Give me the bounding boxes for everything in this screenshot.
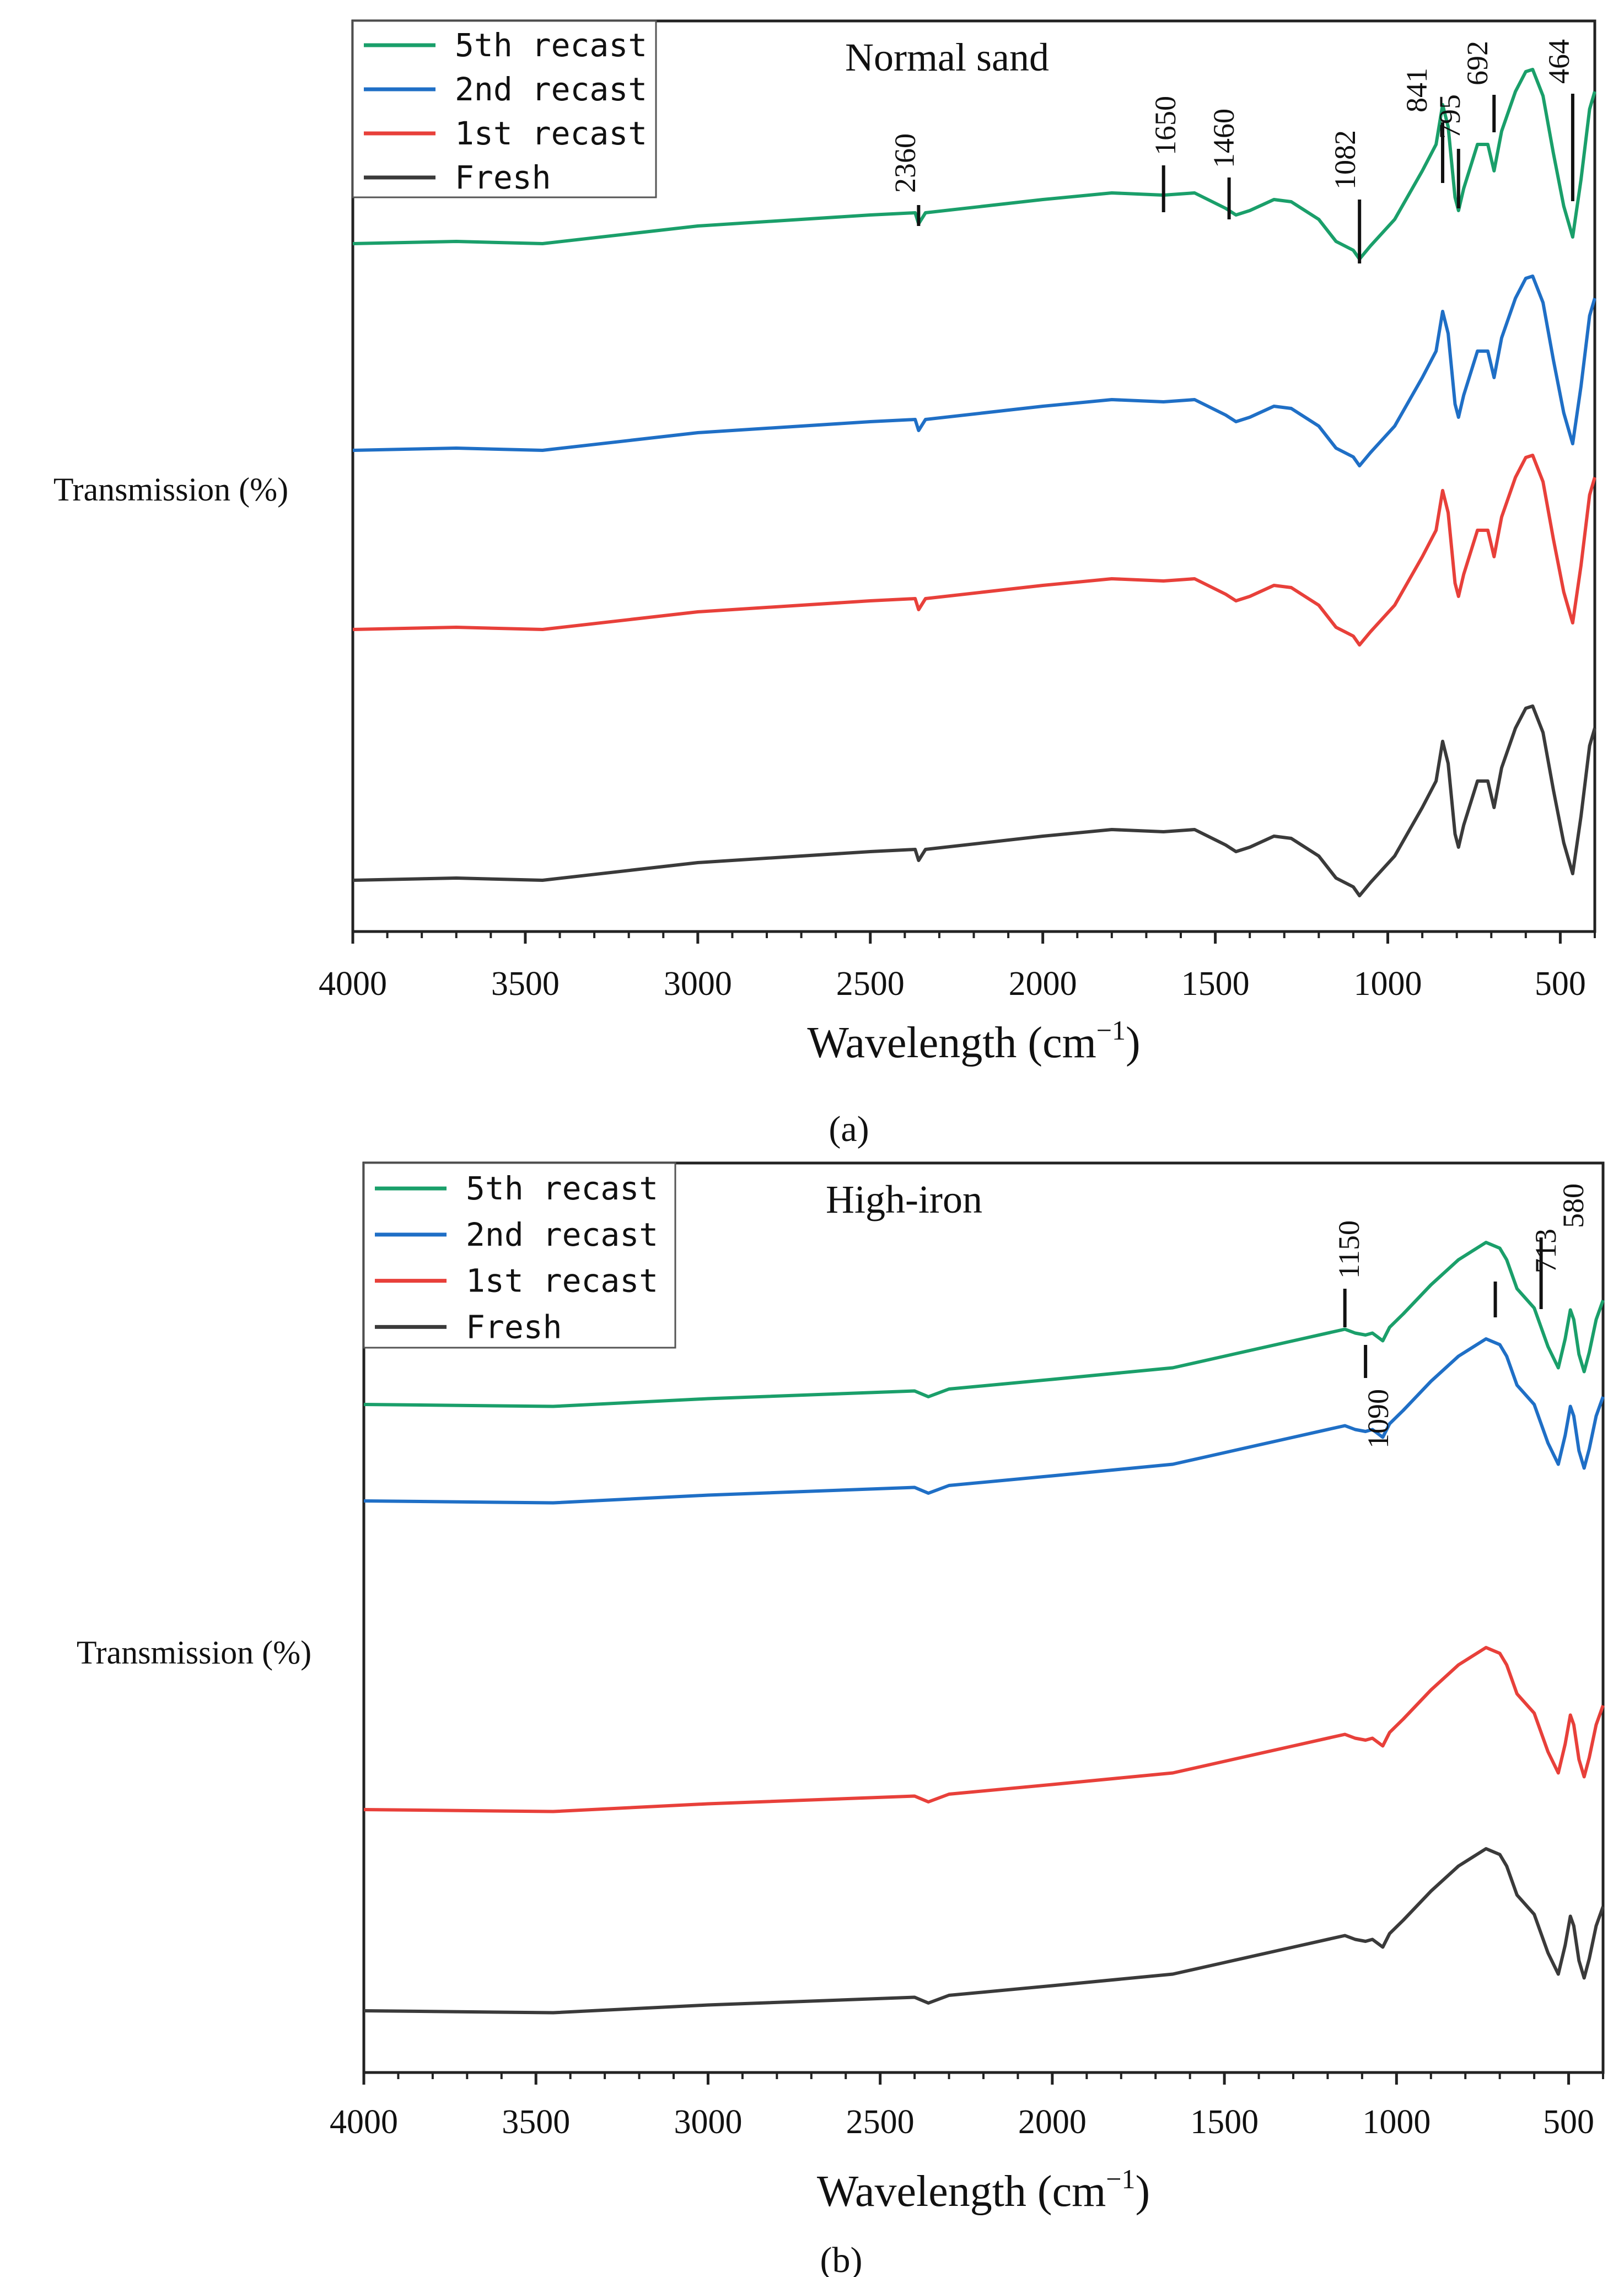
peak-label: 1082 <box>1329 130 1362 190</box>
legend-label: 2nd recast <box>455 71 647 108</box>
x-tick-label: 3000 <box>664 965 732 1003</box>
peak-label: 580 <box>1557 1183 1590 1228</box>
x-tick-label: 1500 <box>1190 2103 1259 2141</box>
legend: 5th recast 2nd recast 1st recast Fresh <box>352 20 657 198</box>
x-axis-label-close: ) <box>1136 2167 1150 2216</box>
legend-label: Fresh <box>466 1308 562 1345</box>
x-axis-label-close: ) <box>1126 1019 1141 1067</box>
peak-label: 1090 <box>1362 1389 1395 1449</box>
series-line-fresh <box>352 704 1596 897</box>
series-line-2nd-recast <box>352 274 1596 467</box>
x-tick-label: 2000 <box>1009 965 1077 1003</box>
chart-title: High-iron <box>826 1177 982 1221</box>
x-tick-label: 3500 <box>502 2103 570 2141</box>
x-tick-label: 2000 <box>1018 2103 1087 2141</box>
y-axis-label: Transmission (%) <box>77 1634 311 1671</box>
y-axis-label: Transmission (%) <box>53 471 288 508</box>
x-tick-label: 1000 <box>1354 965 1422 1003</box>
legend-label: 1st recast <box>455 115 647 152</box>
legend-box <box>363 1162 676 1349</box>
x-tick-label: 4000 <box>330 2103 398 2141</box>
x-axis-label-text: Wavelength (cm <box>807 1019 1096 1067</box>
peak-label: 713 <box>1529 1229 1562 1273</box>
x-tick-label: 500 <box>1543 2103 1594 2141</box>
x-tick-label: 1000 <box>1362 2103 1431 2141</box>
series-line-1st-recast <box>352 454 1596 647</box>
peak-label: 795 <box>1433 94 1466 139</box>
x-axis-label-text: Wavelength (cm <box>817 2167 1106 2216</box>
series-line-5th-recast <box>352 68 1596 261</box>
x-tick-label: 2500 <box>836 965 905 1003</box>
series-line-2nd-recast <box>363 1337 1605 1505</box>
chart-title: Normal sand <box>845 35 1049 79</box>
series-line-1st-recast <box>363 1646 1605 1813</box>
x-tick-label: 3000 <box>674 2103 742 2141</box>
series-line-fresh <box>363 1847 1605 2015</box>
legend-label: Fresh <box>455 159 551 196</box>
x-axis-label-sup: −1 <box>1096 1015 1126 1046</box>
x-axis-label: Wavelength (cm−1) <box>817 2163 1150 2216</box>
legend-box <box>352 20 657 198</box>
x-tick-label: 4000 <box>319 965 387 1003</box>
x-tick-label: 3500 <box>491 965 560 1003</box>
peak-label: 1150 <box>1332 1220 1365 1279</box>
peak-label: 692 <box>1461 41 1494 85</box>
x-tick-label: 1500 <box>1181 965 1250 1003</box>
x-tick-label: 500 <box>1535 965 1586 1003</box>
series-line-5th-recast <box>363 1241 1605 1408</box>
x-axis-label-sup: −1 <box>1106 2163 1135 2194</box>
legend-label: 5th recast <box>466 1170 658 1207</box>
peak-label: 2360 <box>889 133 922 193</box>
chart-panel-b: 4000 3500 3000 2500 2000 1500 1000 500 Wavelengt… <box>77 1161 1605 2277</box>
legend-label: 2nd recast <box>466 1216 658 1253</box>
peak-label: 1650 <box>1149 96 1182 155</box>
x-axis-label: Wavelength (cm−1) <box>807 1015 1140 1067</box>
panel-label: (a) <box>829 1109 869 1149</box>
peak-label: 464 <box>1542 39 1575 84</box>
peak-label: 1460 <box>1207 109 1240 168</box>
panel-label: (b) <box>820 2240 863 2277</box>
chart-panel-a: 4000 3500 3000 2500 2000 1500 1000 500 Wavelengt… <box>53 19 1596 1149</box>
legend-label: 5th recast <box>455 26 647 64</box>
legend: 5th recast 2nd recast 1st recast Fresh <box>363 1162 676 1349</box>
legend-label: 1st recast <box>466 1262 658 1300</box>
x-tick-label: 2500 <box>846 2103 915 2141</box>
peak-label: 841 <box>1400 68 1433 112</box>
